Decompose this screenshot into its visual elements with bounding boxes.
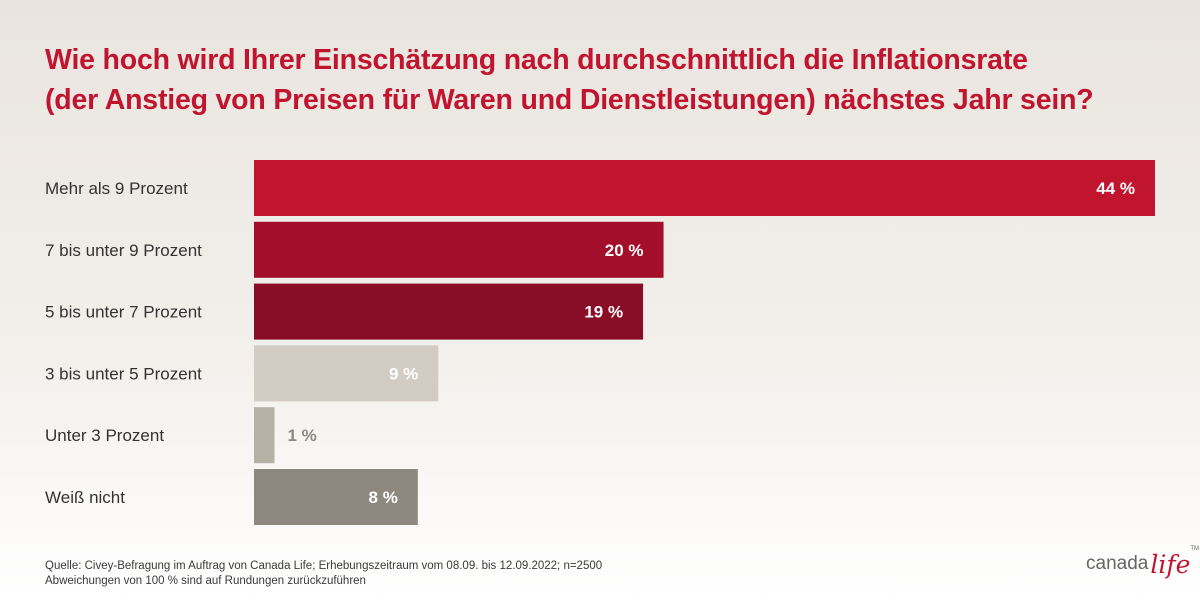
category-label-mehr-als-9-prozent: Mehr als 9 Prozent [45, 179, 188, 198]
logo-word-life: life [1150, 550, 1191, 579]
value-label-weiss-nicht: 8 % [369, 488, 398, 507]
value-label-5-bis-unter-7-prozent: 19 % [584, 303, 623, 322]
chart-title-line-2: (der Anstieg von Preisen für Waren und D… [45, 84, 1094, 116]
bar-mehr-als-9-prozent [254, 160, 1155, 216]
category-label-unter-3-prozent: Unter 3 Prozent [45, 426, 164, 445]
value-label-unter-3-prozent: 1 % [287, 426, 316, 445]
source-note: Quelle: Civey-Befragung im Auftrag von C… [45, 559, 602, 588]
logo-trademark: TM [1190, 546, 1200, 552]
value-label-mehr-als-9-prozent: 44 % [1096, 179, 1135, 198]
bar-weiss-nicht [254, 469, 418, 525]
source-line: Quelle: Civey-Befragung im Auftrag von C… [45, 560, 603, 572]
value-label-3-bis-unter-5-prozent: 9 % [389, 364, 418, 383]
canada-life-logo: canadalifeTM [1086, 546, 1199, 582]
value-label-7-bis-unter-9-prozent: 20 % [605, 241, 644, 260]
bar-5-bis-unter-7-prozent [254, 283, 644, 340]
rounding-note: Abweichungen von 100 % sind auf Rundunge… [45, 574, 366, 587]
category-label-5-bis-unter-7-prozent: 5 bis unter 7 Prozent [45, 303, 202, 322]
bar-7-bis-unter-9-prozent [254, 221, 664, 278]
chart-title: Wie hoch wird Ihrer Einschätzung nach du… [45, 40, 1165, 120]
bar-unter-3-prozent [254, 407, 275, 464]
category-label-weiss-nicht: Weiß nicht [45, 488, 125, 507]
bar-3-bis-unter-5-prozent [254, 345, 439, 402]
logo-word-canada: canada [1086, 553, 1149, 574]
chart-title-line-1: Wie hoch wird Ihrer Einschätzung nach du… [45, 44, 1028, 76]
category-label-7-bis-unter-9-prozent: 7 bis unter 9 Prozent [45, 241, 202, 260]
category-label-3-bis-unter-5-prozent: 3 bis unter 5 Prozent [45, 364, 202, 383]
